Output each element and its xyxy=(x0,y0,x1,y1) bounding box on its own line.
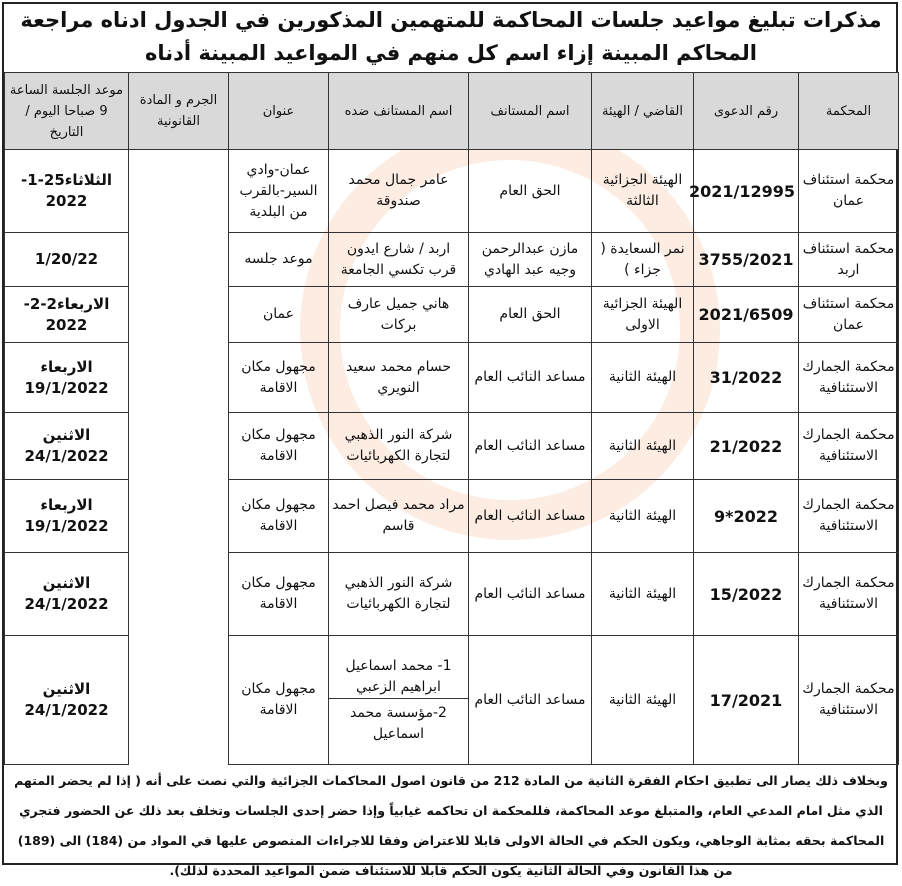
judge-cell: الهيئة الثانية xyxy=(591,342,694,413)
crime-cell xyxy=(128,552,229,636)
case-number-cell: 17/2021 xyxy=(693,635,799,765)
case-number-cell: 2022*9 xyxy=(693,479,799,553)
respondent-cell: هاني جميل عارف بركات xyxy=(328,286,469,343)
address-cell: مجهول مكان الاقامة xyxy=(228,479,329,553)
respondent-cell: مراد محمد فيصل احمد قاسم xyxy=(328,479,469,553)
date-cell: الاثنين 24/1/2022 xyxy=(4,635,129,765)
table-row: محكمة استئناف عمان 2021/6509 الهيئة الجزائ… xyxy=(4,286,899,343)
address-cell: مجهول مكان الاقامة xyxy=(228,635,329,765)
respondent-name: 1- محمد اسماعيل ابراهيم الزعبي xyxy=(345,657,452,695)
header-respondent: اسم المستانف ضده xyxy=(328,72,469,150)
appellant-cell: الحق العام xyxy=(468,286,592,343)
judge-cell: الهيئة الثانية xyxy=(591,635,694,765)
header-crime: الجرم و المادة القانونية xyxy=(128,72,229,150)
respondent-cell: اربد / شارع ايدون قرب تكسي الجامعة xyxy=(328,232,469,287)
judge-cell: الهيئة الجزائية الثالثة xyxy=(591,149,694,233)
respondent-cell: حسام محمد سعيد النويري xyxy=(328,342,469,413)
crime-cell xyxy=(128,149,229,233)
header-court: المحكمة xyxy=(798,72,899,150)
court-cell: محكمة استئناف اربد xyxy=(798,232,899,287)
header-address: عنوان xyxy=(228,72,329,150)
respondent-cell: شركة النور الذهبي لتجارة الكهربائيات xyxy=(328,552,469,636)
respondent-cell: شركة النور الذهبي لتجارة الكهربائيات xyxy=(328,412,469,480)
appellant-cell: مساعد النائب العام xyxy=(468,552,592,636)
judge-cell: الهيئة الثانية xyxy=(591,412,694,480)
judge-cell: الهيئة الثانية xyxy=(591,552,694,636)
date-cell: الاثنين 24/1/2022 xyxy=(4,552,129,636)
table-row: محكمة الجمارك الاستئنافية 21/2022 الهيئة ا… xyxy=(4,412,899,480)
address-cell: مجهول مكان الاقامة xyxy=(228,342,329,413)
appellant-cell: مساعد النائب العام xyxy=(468,342,592,413)
header-date: موعد الجلسة الساعة 9 صباحا اليوم / التار… xyxy=(4,72,129,150)
address-cell: مجهول مكان الاقامة xyxy=(228,552,329,636)
address-cell: عمان xyxy=(228,286,329,343)
crime-cell xyxy=(128,342,229,413)
header-case-number: رقم الدعوى xyxy=(693,72,799,150)
respondent-cell: 1- محمد اسماعيل ابراهيم الزعبي 2-مؤسسة مح… xyxy=(328,635,469,765)
header-judge: القاضي / الهيئة xyxy=(591,72,694,150)
court-cell: محكمة الجمارك الاستئنافية xyxy=(798,342,899,413)
table-row: محكمة الجمارك الاستئنافية 31/2022 الهيئة ا… xyxy=(4,342,899,413)
date-cell: الاربعاء 19/1/2022 xyxy=(4,479,129,553)
appellant-cell: مازن عبدالرحمن وجيه عبد الهادي xyxy=(468,232,592,287)
address-cell: موعد جلسه xyxy=(228,232,329,287)
crime-cell xyxy=(128,479,229,553)
legal-notice: وبخلاف ذلك يصار الى تطبيق احكام الفقرة ا… xyxy=(14,773,888,878)
date-cell: 1/20/22 xyxy=(4,232,129,287)
appellant-cell: مساعد النائب العام xyxy=(468,479,592,553)
court-cell: محكمة الجمارك الاستئنافية xyxy=(798,635,899,765)
table-row: محكمة استئناف عمان 2021/12995 الهيئة الجزا… xyxy=(4,149,899,233)
table-row: محكمة الجمارك الاستئنافية 2022*9 الهيئة ال… xyxy=(4,479,899,553)
case-number-cell: 3755/2021 xyxy=(693,232,799,287)
court-cell: محكمة الجمارك الاستئنافية xyxy=(798,479,899,553)
hearings-table: المحكمة رقم الدعوى القاضي / الهيئة اسم ا… xyxy=(4,72,899,765)
date-cell: الاثنين 24/1/2022 xyxy=(4,412,129,480)
case-number-cell: 15/2022 xyxy=(693,552,799,636)
crime-cell xyxy=(128,412,229,480)
table-header-row: المحكمة رقم الدعوى القاضي / الهيئة اسم ا… xyxy=(4,72,899,150)
table-row: محكمة الجمارك الاستئنافية 15/2022 الهيئة ا… xyxy=(4,552,899,636)
case-number-cell: 2021/6509 xyxy=(693,286,799,343)
crime-cell xyxy=(128,232,229,287)
table-row: محكمة الجمارك الاستئنافية 17/2021 الهيئة ا… xyxy=(4,635,899,765)
judge-cell: الهيئة الجزائية الاولى xyxy=(591,286,694,343)
address-cell: عمان-وادي السير-بالقرب من البلدية xyxy=(228,149,329,233)
court-cell: محكمة الجمارك الاستئنافية xyxy=(798,552,899,636)
court-cell: محكمة استئناف عمان xyxy=(798,286,899,343)
page-title: مذكرات تبليغ مواعيد جلسات المحاكمة للمته… xyxy=(20,8,882,65)
date-cell: الاربعاء2-2-2022 xyxy=(4,286,129,343)
court-cell: محكمة الجمارك الاستئنافية xyxy=(798,412,899,480)
crime-cell xyxy=(128,286,229,343)
header-appellant: اسم المستانف xyxy=(468,72,592,150)
table-row: محكمة استئناف اربد 3755/2021 نمر السعايدة … xyxy=(4,232,899,287)
date-cell: الاربعاء 19/1/2022 xyxy=(4,342,129,413)
appellant-cell: مساعد النائب العام xyxy=(468,635,592,765)
respondent-name: 2-مؤسسة محمد اسماعيل xyxy=(329,697,468,745)
case-number-cell: 31/2022 xyxy=(693,342,799,413)
appellant-cell: الحق العام xyxy=(468,149,592,233)
appellant-cell: مساعد النائب العام xyxy=(468,412,592,480)
judge-cell: نمر السعايدة ( جزاء ) xyxy=(591,232,694,287)
address-cell: مجهول مكان الاقامة xyxy=(228,412,329,480)
court-cell: محكمة استئناف عمان xyxy=(798,149,899,233)
case-number-cell: 2021/12995 xyxy=(689,149,799,233)
case-number-cell: 21/2022 xyxy=(693,412,799,480)
date-cell: الثلاثاء25-1-2022 xyxy=(4,149,129,233)
judge-cell: الهيئة الثانية xyxy=(591,479,694,553)
crime-cell xyxy=(128,635,229,765)
respondent-cell: عامر جمال محمد صندوقة xyxy=(328,149,469,233)
